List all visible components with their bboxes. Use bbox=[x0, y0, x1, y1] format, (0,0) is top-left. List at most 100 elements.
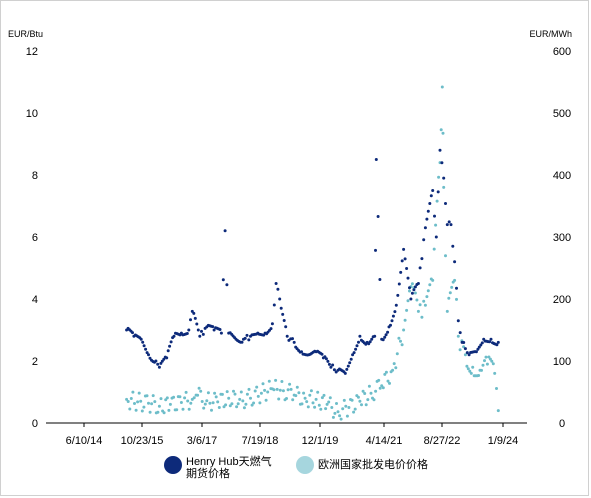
data-point bbox=[242, 406, 246, 410]
data-point bbox=[285, 334, 289, 338]
data-point bbox=[317, 403, 321, 407]
data-point bbox=[154, 359, 158, 363]
data-point bbox=[300, 350, 303, 354]
data-point bbox=[396, 293, 400, 297]
data-point bbox=[397, 336, 401, 340]
data-point bbox=[241, 399, 245, 403]
data-point bbox=[477, 374, 481, 377]
data-point bbox=[139, 337, 143, 341]
data-point bbox=[331, 363, 335, 367]
data-point bbox=[444, 254, 447, 258]
data-point bbox=[282, 319, 286, 322]
data-point bbox=[175, 408, 179, 412]
y-left-tick-label: 0 bbox=[32, 418, 38, 430]
legend-swatch-henry-hub bbox=[164, 456, 182, 474]
data-point bbox=[350, 398, 354, 402]
data-point bbox=[200, 329, 203, 333]
data-point bbox=[131, 331, 134, 335]
data-point bbox=[196, 393, 200, 397]
data-point bbox=[447, 296, 451, 300]
data-point bbox=[305, 400, 309, 404]
data-point bbox=[291, 398, 295, 402]
data-point bbox=[453, 260, 457, 264]
y-left-tick-label: 2 bbox=[32, 356, 38, 368]
data-point bbox=[456, 319, 460, 323]
data-point bbox=[342, 398, 346, 402]
data-point bbox=[352, 351, 356, 355]
data-point bbox=[203, 402, 207, 406]
data-point bbox=[368, 340, 372, 344]
x-tick-label: 4/14/21 bbox=[366, 435, 403, 447]
data-point bbox=[358, 334, 362, 338]
data-point bbox=[201, 332, 205, 336]
data-point bbox=[412, 288, 416, 292]
data-point bbox=[126, 400, 130, 403]
data-point bbox=[496, 340, 500, 344]
x-tick-label: 7/19/18 bbox=[242, 435, 279, 447]
x-tick-label: 6/10/14 bbox=[66, 435, 103, 447]
data-point bbox=[184, 390, 188, 394]
data-point bbox=[256, 394, 260, 398]
data-point bbox=[245, 333, 249, 337]
data-point bbox=[434, 223, 438, 227]
data-point bbox=[181, 407, 185, 411]
data-point bbox=[437, 175, 441, 179]
data-point bbox=[369, 391, 373, 395]
data-point bbox=[406, 299, 410, 303]
data-point bbox=[189, 401, 193, 405]
data-point bbox=[341, 407, 345, 411]
data-point bbox=[416, 309, 420, 313]
data-point bbox=[221, 278, 225, 282]
data-point bbox=[403, 318, 407, 322]
data-point bbox=[479, 343, 483, 347]
data-point bbox=[289, 387, 293, 391]
data-point bbox=[485, 362, 489, 366]
data-point bbox=[205, 399, 209, 403]
data-point bbox=[426, 209, 430, 213]
data-point bbox=[144, 347, 148, 351]
data-point bbox=[292, 340, 296, 344]
data-point bbox=[372, 398, 376, 402]
data-point bbox=[300, 402, 304, 406]
data-point bbox=[140, 409, 144, 413]
data-point bbox=[210, 408, 213, 412]
data-point bbox=[151, 394, 155, 398]
data-point bbox=[172, 334, 176, 338]
data-point bbox=[281, 389, 285, 393]
data-point bbox=[245, 392, 249, 396]
y-right-tick-label: 400 bbox=[553, 170, 571, 182]
data-point bbox=[345, 367, 349, 371]
data-point bbox=[364, 403, 368, 407]
data-point bbox=[249, 396, 252, 400]
data-point bbox=[428, 202, 432, 205]
data-point bbox=[314, 397, 318, 401]
data-point bbox=[250, 403, 254, 407]
data-point bbox=[393, 310, 397, 314]
data-point bbox=[451, 244, 455, 248]
data-point bbox=[297, 391, 301, 395]
data-point bbox=[327, 400, 331, 404]
data-point bbox=[336, 410, 340, 414]
data-point bbox=[423, 226, 427, 230]
data-point bbox=[399, 270, 403, 274]
data-point bbox=[225, 390, 229, 394]
data-point bbox=[291, 337, 294, 341]
data-point bbox=[328, 396, 332, 400]
data-point bbox=[193, 316, 197, 320]
data-point bbox=[217, 406, 221, 409]
data-point bbox=[186, 399, 190, 403]
data-point bbox=[156, 410, 160, 414]
data-point bbox=[211, 401, 215, 405]
y-left-tick-label: 8 bbox=[32, 170, 38, 182]
data-point bbox=[145, 394, 149, 398]
data-point bbox=[394, 366, 398, 370]
data-point bbox=[269, 327, 273, 331]
data-point bbox=[441, 131, 445, 135]
data-point bbox=[360, 403, 363, 407]
data-point bbox=[420, 315, 424, 319]
data-point bbox=[306, 405, 310, 409]
data-point bbox=[309, 389, 313, 393]
data-point bbox=[225, 283, 229, 287]
data-point bbox=[458, 348, 462, 352]
data-point bbox=[477, 345, 481, 349]
